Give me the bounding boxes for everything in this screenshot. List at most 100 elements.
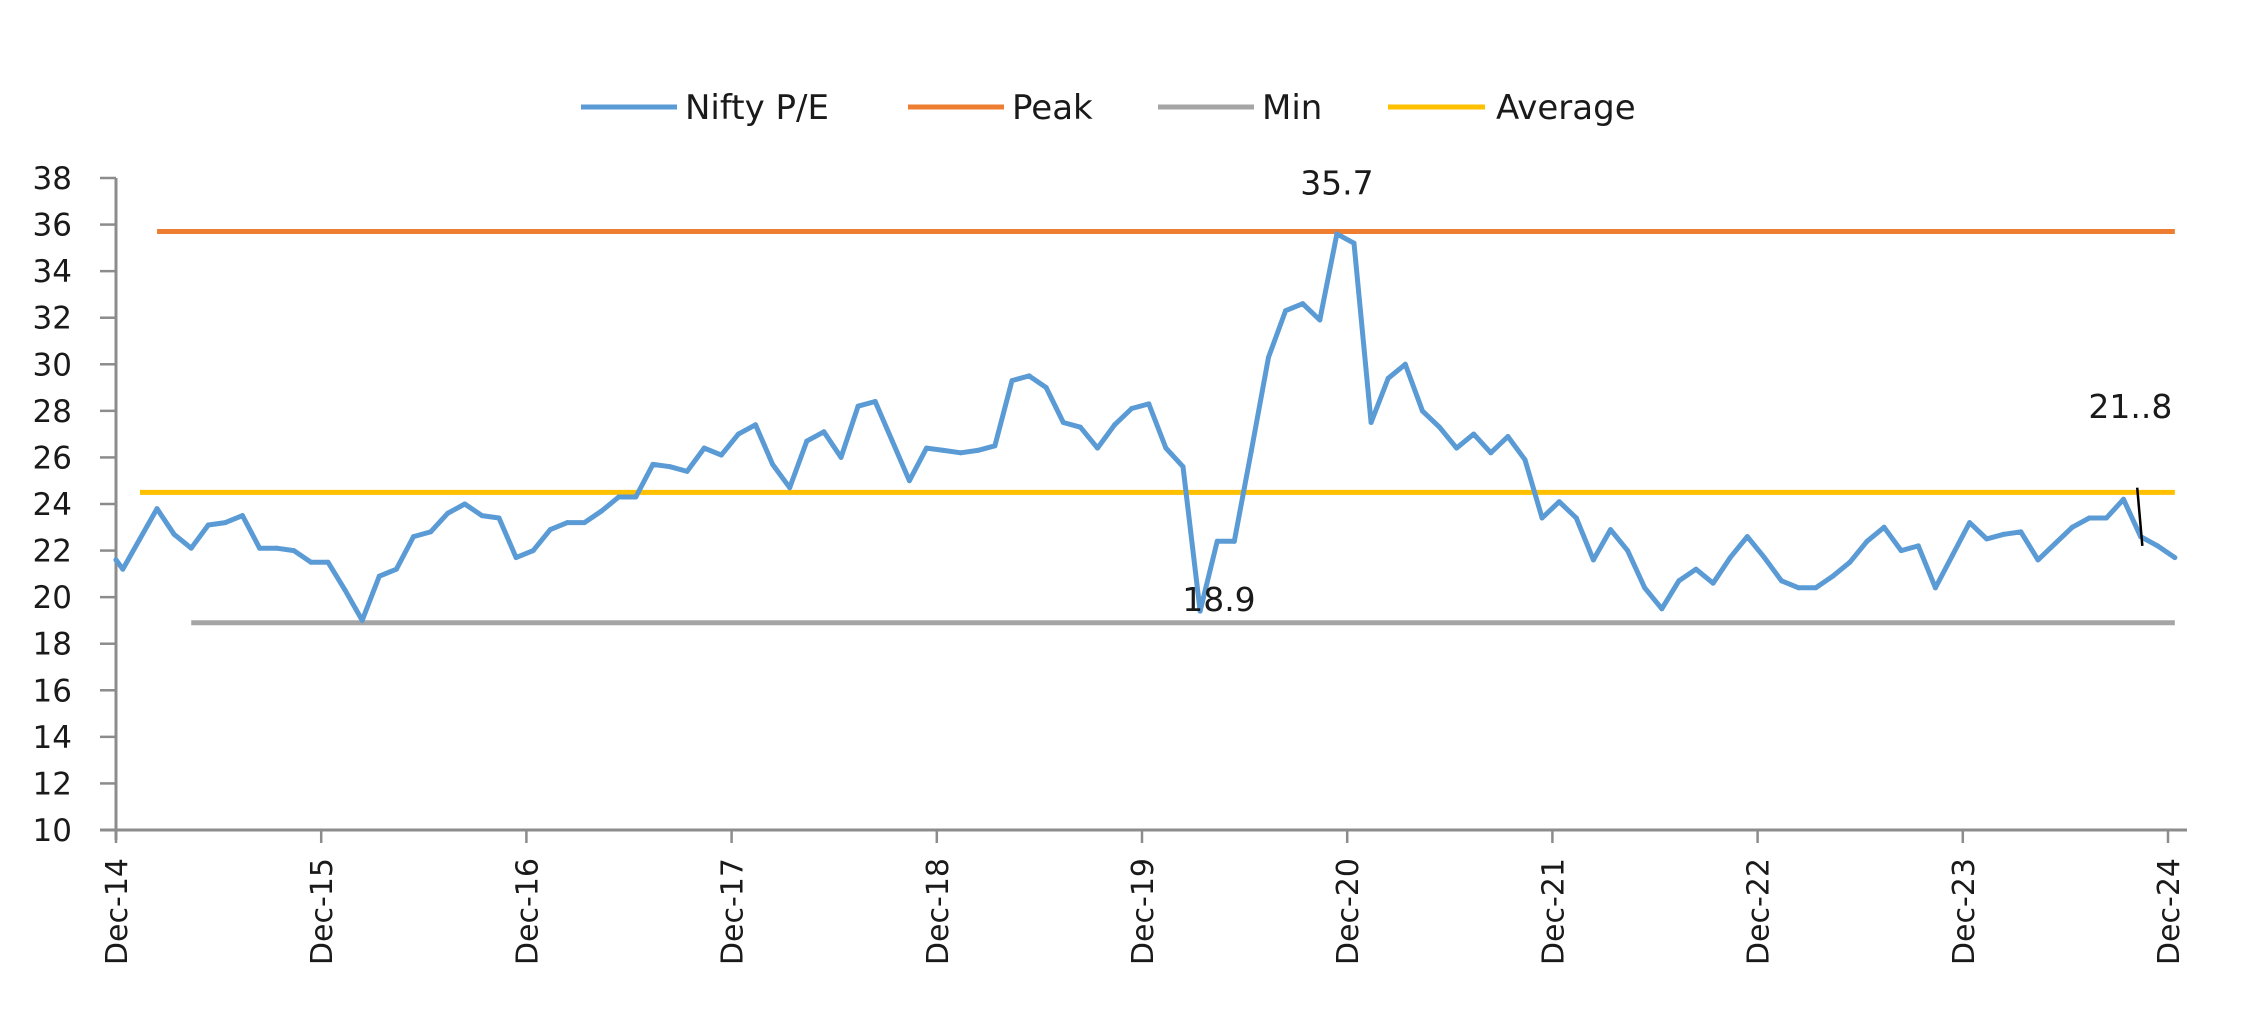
data-point [821, 429, 827, 435]
data-point [1625, 548, 1631, 554]
data-point [650, 461, 656, 467]
data-point [787, 485, 793, 491]
legend-label-min: Min [1262, 88, 1322, 128]
data-point [1317, 317, 1323, 323]
data-point [274, 545, 280, 551]
data-point [924, 445, 929, 451]
data-point [1864, 538, 1870, 544]
data-point [2172, 555, 2178, 561]
data-point [1727, 555, 1733, 561]
data-point [1710, 580, 1716, 586]
data-point [530, 548, 536, 554]
data-point [667, 464, 673, 470]
data-point [1060, 420, 1066, 425]
data-point [684, 468, 690, 474]
data-point [462, 501, 468, 507]
data-point [428, 529, 434, 535]
data-point [1984, 536, 1990, 542]
y-tick-label: 14 [33, 720, 72, 756]
y-tick-label: 32 [33, 301, 72, 337]
data-point [411, 534, 416, 540]
data-point [1043, 385, 1049, 391]
data-point [1300, 301, 1306, 307]
data-point [1368, 420, 1374, 425]
x-axis: Dec-14 Dec-15 Dec-16 Dec-17 Dec-18 Dec-19 Dec-… [100, 828, 2187, 965]
data-point [1761, 555, 1767, 561]
data-point [2035, 557, 2041, 563]
data-point [1146, 401, 1152, 407]
data-point [1437, 424, 1442, 430]
data-point [855, 403, 861, 409]
data-point [1590, 557, 1596, 563]
data-point [120, 566, 126, 572]
y-axis: 10 12 14 16 18 20 22 24 26 28 30 32 34 36 38 [33, 161, 118, 849]
data-point [2069, 524, 2075, 530]
data-point [1744, 534, 1750, 540]
data-point [1163, 445, 1169, 451]
data-point [1180, 464, 1186, 470]
y-tick-label: 30 [33, 347, 72, 383]
y-tick-label: 28 [33, 394, 72, 430]
data-point [906, 478, 912, 484]
annotation-min-label: 18.9 [1182, 580, 1255, 619]
data-point [1608, 527, 1613, 533]
data-point [1095, 445, 1100, 451]
data-point [393, 566, 399, 572]
data-point [1129, 406, 1135, 411]
data-point [1573, 515, 1579, 521]
data-point [376, 573, 382, 579]
data-point [445, 510, 451, 516]
data-point [1522, 457, 1528, 463]
data-point [359, 617, 365, 623]
y-tick-label: 26 [33, 440, 72, 476]
y-tick-label: 12 [33, 766, 72, 802]
y-tick-label: 16 [33, 673, 72, 709]
data-point [872, 399, 878, 404]
x-tick-label: Dec-21 [1536, 858, 1571, 965]
x-tick-label: Dec-15 [305, 858, 340, 965]
data-point [188, 545, 194, 551]
data-point [1112, 422, 1118, 428]
data-point [975, 447, 981, 453]
legend-item-min: Min [1158, 88, 1322, 128]
data-point [1248, 447, 1254, 453]
data-point [1454, 445, 1460, 451]
data-point [547, 527, 553, 533]
data-point [2052, 541, 2058, 547]
data-point [1283, 308, 1289, 314]
data-point [1488, 450, 1494, 456]
data-point [222, 520, 228, 526]
data-point [342, 587, 348, 593]
data-point [1898, 548, 1904, 554]
data-point [513, 555, 519, 561]
data-point [564, 520, 570, 526]
data-point [992, 443, 998, 449]
legend-item-average: Average [1388, 88, 1636, 128]
data-point [2155, 543, 2161, 549]
data-point [1385, 375, 1391, 381]
x-tick-label: Dec-19 [1126, 858, 1161, 965]
data-point [2001, 531, 2007, 537]
data-point [1026, 373, 1032, 379]
data-point [1847, 559, 1853, 565]
data-point [1539, 515, 1545, 521]
legend-item-peak: Peak [908, 88, 1093, 128]
data-point [1796, 585, 1802, 591]
y-tick-label: 24 [33, 487, 72, 523]
data-point [599, 508, 605, 514]
y-tick-label: 10 [33, 813, 72, 849]
data-point [753, 422, 758, 428]
legend-item-nifty: Nifty P/E [581, 88, 829, 128]
data-point [1967, 520, 1973, 526]
x-tick-label: Dec-22 [1742, 858, 1777, 965]
data-point [1693, 566, 1699, 572]
data-point [889, 438, 895, 444]
x-tick-label: Dec-20 [1331, 858, 1366, 965]
data-point [205, 522, 211, 528]
data-point [1351, 240, 1357, 246]
x-tick-label: Dec-14 [100, 858, 135, 965]
annotation-latest-label: 21..8 [2088, 387, 2172, 426]
data-point [1881, 524, 1887, 530]
series-layer [113, 231, 2178, 623]
